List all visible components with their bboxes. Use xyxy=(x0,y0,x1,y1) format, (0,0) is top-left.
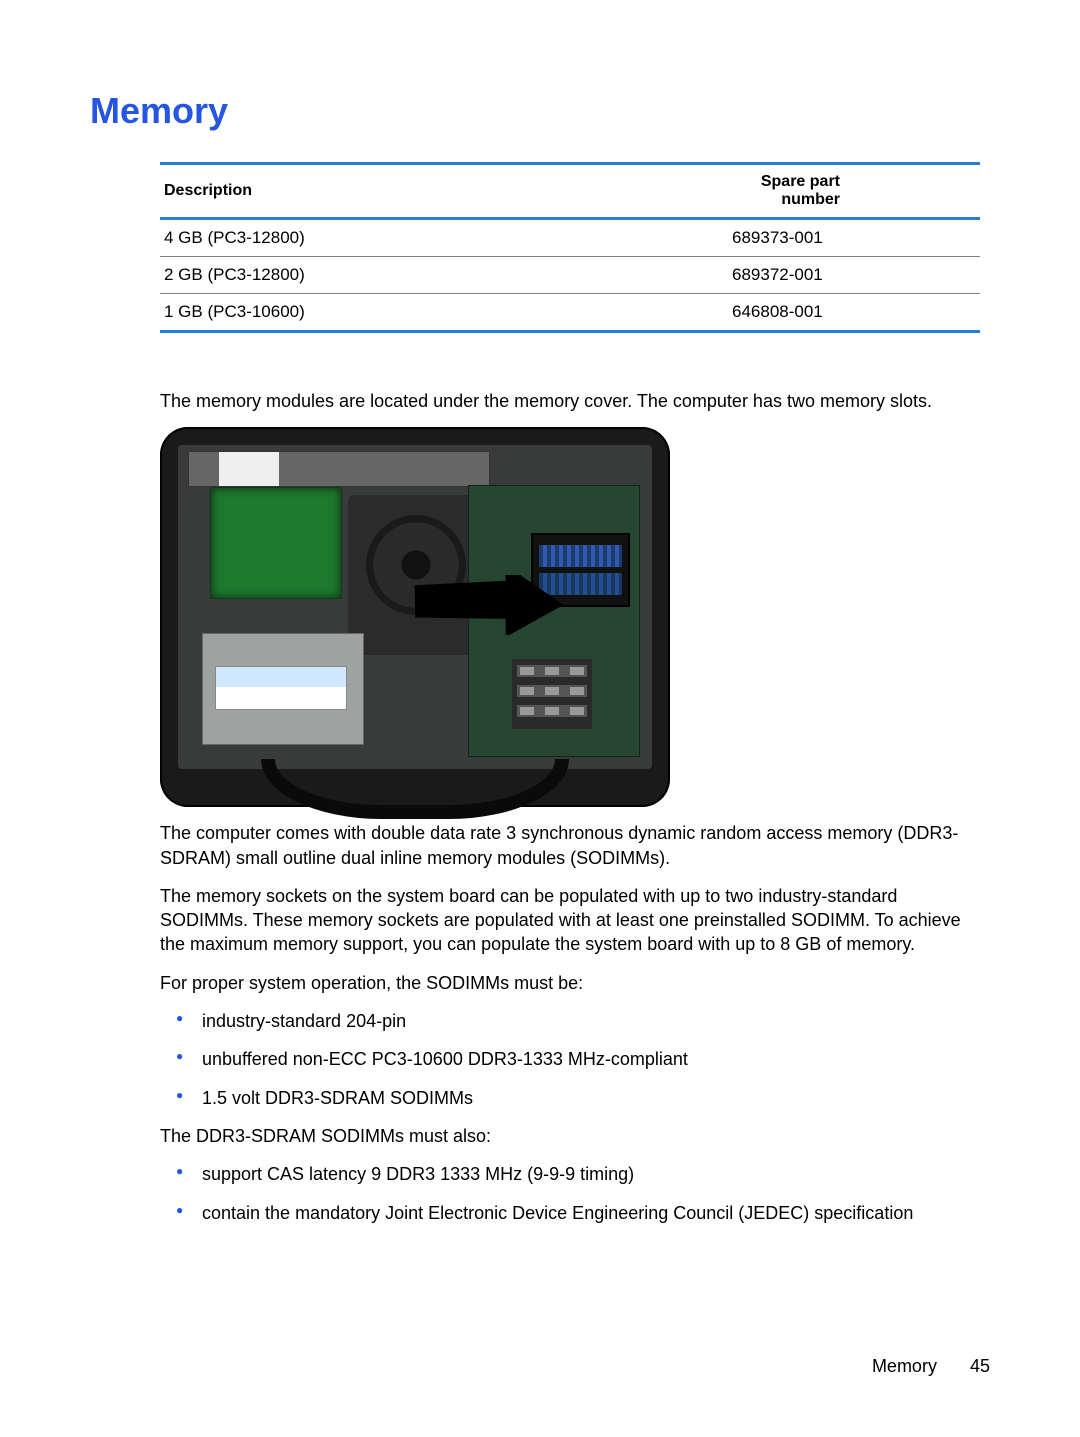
proper-operation-paragraph: For proper system operation, the SODIMMs… xyxy=(160,971,980,995)
must-also-paragraph: The DDR3-SDRAM SODIMMs must also: xyxy=(160,1124,980,1148)
ddr3-paragraph: The computer comes with double data rate… xyxy=(160,821,980,870)
page: Memory Description Spare part number 4 G… xyxy=(0,0,1080,1437)
cell-part-number: 689372-001 xyxy=(728,257,980,294)
spare-parts-table: Description Spare part number 4 GB (PC3-… xyxy=(160,162,980,333)
footer-page-number: 45 xyxy=(970,1356,990,1376)
cell-part-number: 646808-001 xyxy=(728,294,980,332)
pointer-arrow-icon xyxy=(413,575,563,635)
sodimm-module xyxy=(539,545,622,567)
page-footer: Memory 45 xyxy=(872,1356,990,1377)
table-row: 1 GB (PC3-10600) 646808-001 xyxy=(160,294,980,332)
col-description: Description xyxy=(160,164,728,219)
cell-description: 2 GB (PC3-12800) xyxy=(160,257,728,294)
list-item: industry-standard 204-pin xyxy=(176,1009,980,1033)
content-body: The memory modules are located under the… xyxy=(160,389,980,1225)
hdd-label xyxy=(215,666,347,710)
hard-drive xyxy=(202,633,364,745)
cell-description: 4 GB (PC3-12800) xyxy=(160,219,728,257)
io-ports xyxy=(512,659,592,729)
col-spare-part: Spare part number xyxy=(728,164,980,219)
table-row: 2 GB (PC3-12800) 689372-001 xyxy=(160,257,980,294)
requirements-list-1: industry-standard 204-pin unbuffered non… xyxy=(160,1009,980,1110)
list-item: unbuffered non-ECC PC3-10600 DDR3-1333 M… xyxy=(176,1047,980,1071)
optical-drive xyxy=(188,451,490,487)
memory-location-figure xyxy=(160,427,670,807)
table-row: 4 GB (PC3-12800) 689373-001 xyxy=(160,219,980,257)
list-item: support CAS latency 9 DDR3 1333 MHz (9-9… xyxy=(176,1162,980,1186)
list-item: contain the mandatory Joint Electronic D… xyxy=(176,1201,980,1225)
sockets-paragraph: The memory sockets on the system board c… xyxy=(160,884,980,957)
chassis-interior xyxy=(178,445,652,769)
stand xyxy=(261,759,569,819)
requirements-list-2: support CAS latency 9 DDR3 1333 MHz (9-9… xyxy=(160,1162,980,1225)
list-item: 1.5 volt DDR3-SDRAM SODIMMs xyxy=(176,1086,980,1110)
section-title: Memory xyxy=(90,90,990,132)
cell-description: 1 GB (PC3-10600) xyxy=(160,294,728,332)
green-pcb xyxy=(210,487,342,599)
intro-paragraph: The memory modules are located under the… xyxy=(160,389,980,413)
cell-part-number: 689373-001 xyxy=(728,219,980,257)
table-header-row: Description Spare part number xyxy=(160,164,980,219)
footer-section: Memory xyxy=(872,1356,937,1376)
